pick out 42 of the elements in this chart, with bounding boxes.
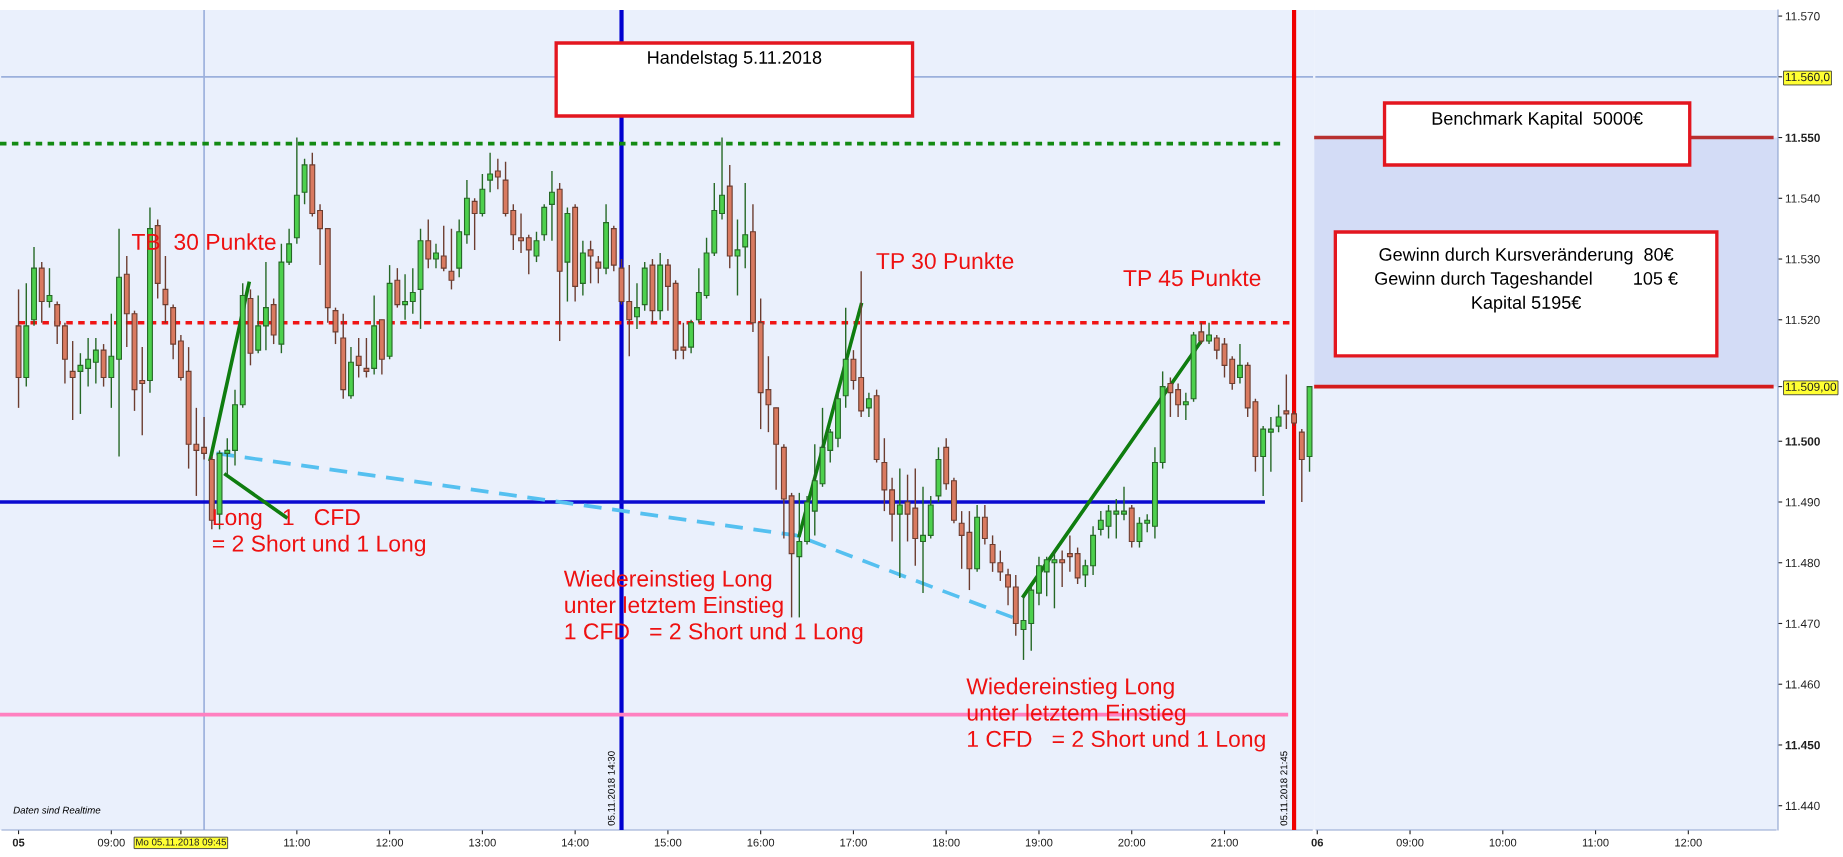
x-tick-label: 06 [1311,838,1324,847]
y-tick-label: 11.460 [1785,680,1820,689]
x-tick-label: 12:00 [376,838,404,847]
y-tick-label: 11.530 [1785,255,1820,264]
y-tick-label: 11.570 [1785,12,1820,21]
x-tick-label: 11:00 [1582,838,1609,847]
x-tick-label: 20:00 [1118,838,1146,847]
annotation: Gewinn durch Kursveränderung 80€ Gewinn durch Tageshandel 105 € Kapital 5195€ [1375,247,1678,313]
annotation: Daten sind Realtime [13,806,101,814]
ref-line-label: 05.11.2018 21:45 [1280,751,1288,826]
x-tick-label: 13:00 [469,838,496,847]
y-tick-label: 11.470 [1785,619,1820,628]
x-tick-label: 17:00 [840,838,867,847]
x-tick-label: 12:00 [1675,838,1702,847]
y-tick-label: 11.540 [1785,194,1820,203]
annotation: TP 30 Punkte [876,252,1014,270]
y-tick-label: 11.550 [1785,133,1820,142]
x-tick-label: 21:00 [1211,838,1238,847]
x-tick-label: 09:00 [1396,838,1424,847]
annotation: Benchmark Kapital 5000€ [1432,111,1643,129]
x-tick-label: 05 [12,838,25,847]
y-tick-label: 11.450 [1785,741,1820,750]
x-tick-label: Mo 05.11.2018 09:45 [136,838,227,846]
y-tick-label: 11.440 [1785,801,1820,811]
x-tick-label: 19:00 [1025,838,1053,847]
y-tick-label: 11.509,00 [1785,382,1837,393]
x-tick-label: 14:00 [562,838,589,847]
x-tick-label: 15:00 [654,838,682,847]
x-tick-label: 09:00 [97,838,125,847]
x-tick-label: 16:00 [747,838,775,847]
y-tick-label: 11.480 [1785,558,1820,568]
y-tick-label: 11.560,0 [1785,72,1830,83]
annotation: Wiedereinstieg Long unter letztem Einstieg 1 CFD = 2 Short und 1 Long [966,677,1265,752]
text: Handelstag 5.11.2018 [648,50,822,68]
x-tick-label: 10:00 [1489,838,1517,847]
annotation: TP 45 Punkte [1123,269,1261,287]
ref-line-label: 05.11.2018 14:30 [607,751,615,826]
y-tick-label: 11.490 [1785,498,1820,507]
x-tick-label: 11:00 [284,838,310,847]
y-tick-label: 11.520 [1785,315,1820,325]
x-tick-label: 18:00 [933,838,960,847]
y-tick-label: 11.500 [1785,437,1820,446]
